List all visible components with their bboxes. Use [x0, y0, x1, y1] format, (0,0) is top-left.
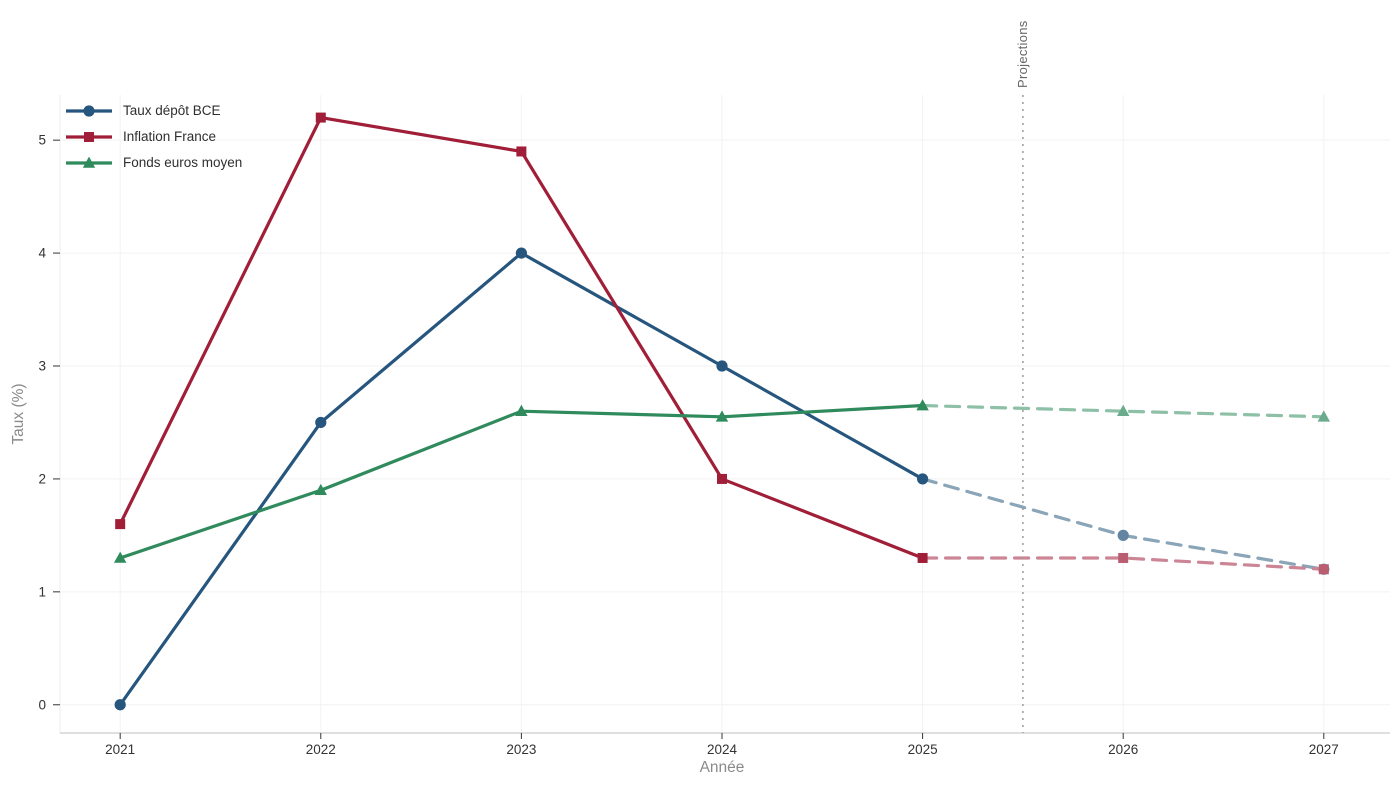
chart-legend: Taux dépôt BCE Inflation France Fonds eu… [66, 103, 242, 171]
series-marker-circle [716, 360, 728, 372]
series-marker-square [1118, 552, 1129, 563]
series-marker-circle [315, 416, 327, 429]
legend-swatch-circle-icon [66, 105, 112, 117]
series-line-projected [920, 403, 1326, 419]
x-tick-label: 2026 [1108, 742, 1138, 757]
legend-item-inflation-france: Inflation France [66, 129, 242, 145]
legend-swatch-square-icon [66, 132, 112, 142]
x-tick-label: 2021 [105, 742, 135, 757]
x-tick-label: 2027 [1309, 742, 1339, 757]
y-tick-label: 0 [38, 697, 46, 712]
series-marker-triangle [1317, 410, 1331, 422]
series-marker-triangle [314, 483, 327, 496]
y-tick-label: 5 [38, 133, 46, 148]
series-marker-square [1318, 564, 1329, 575]
series-marker-square [917, 552, 928, 563]
x-tick-label: 2024 [707, 742, 738, 757]
series-marker-square [84, 132, 94, 142]
legend-label: Taux dépôt BCE [123, 103, 221, 118]
series-marker-circle [916, 473, 929, 485]
series-marker-circle [1117, 529, 1129, 541]
series-marker-triangle [916, 399, 929, 411]
series-marker-circle [114, 699, 126, 711]
y-tick-label: 3 [38, 359, 46, 374]
projection-label: Projections [1015, 20, 1030, 88]
series-marker-circle [515, 247, 527, 259]
series-marker-triangle [515, 404, 528, 416]
series-marker-triangle [1116, 404, 1130, 416]
y-tick-label: 1 [38, 584, 46, 599]
axes: 2021 2022 2023 2024 2025 2026 2027 0 1 2 3 4 5 [38, 133, 1390, 757]
series-line-projected [920, 556, 1326, 571]
series-marker-triangle [82, 156, 96, 168]
series-marker-circle [83, 105, 95, 117]
x-tick-label: 2022 [306, 742, 336, 757]
legend-item-fonds-euros-moyen: Fonds euros moyen [66, 155, 242, 171]
legend-swatch-triangle-icon [66, 156, 112, 168]
y-axis-title: Taux (%) [10, 383, 27, 444]
series-marker-triangle [113, 551, 127, 563]
series-marker-square [716, 473, 727, 484]
y-tick-label: 4 [38, 246, 46, 261]
series-marker-square [315, 112, 326, 123]
series-marker-triangle [715, 410, 729, 422]
legend-label: Inflation France [123, 129, 217, 144]
series-lines [113, 112, 1331, 711]
x-axis-title: Année [700, 759, 745, 776]
legend-label: Fonds euros moyen [123, 155, 243, 170]
legend-item-taux-depot-bce: Taux dépôt BCE [66, 103, 242, 119]
series-marker-square [115, 519, 126, 530]
x-tick-label: 2023 [506, 742, 536, 757]
y-tick-label: 2 [38, 471, 46, 486]
x-tick-label: 2025 [908, 742, 938, 757]
series-marker-square [516, 146, 527, 157]
